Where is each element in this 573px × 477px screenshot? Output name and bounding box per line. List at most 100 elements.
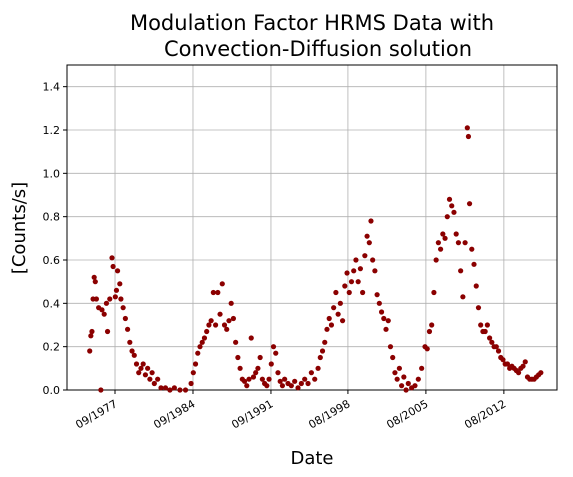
point [374, 292, 380, 298]
point [419, 365, 425, 371]
point [458, 268, 464, 274]
point [298, 380, 304, 387]
point [210, 289, 216, 296]
point [131, 352, 137, 358]
point [275, 370, 281, 376]
point [259, 376, 265, 382]
point [412, 383, 418, 389]
point [182, 387, 189, 393]
point [431, 289, 437, 296]
point [253, 370, 259, 376]
point [387, 344, 394, 350]
point [390, 354, 396, 361]
point [257, 354, 263, 361]
point [357, 266, 363, 272]
point [266, 376, 272, 382]
point [392, 370, 398, 376]
point [103, 300, 110, 306]
point [401, 374, 407, 380]
y-tick-label: 0.4 [43, 297, 61, 310]
point [462, 240, 468, 246]
point [248, 335, 254, 341]
point [246, 376, 252, 382]
point [331, 305, 337, 311]
point [469, 246, 475, 252]
point [109, 255, 115, 261]
point [366, 240, 372, 246]
point [221, 322, 228, 328]
point [204, 328, 210, 335]
point [465, 133, 472, 140]
x-axis-label: Date [290, 448, 333, 469]
point [405, 380, 411, 387]
point [396, 365, 402, 371]
point [415, 376, 421, 382]
point [151, 380, 157, 387]
point [424, 346, 430, 352]
point [455, 240, 462, 246]
point [192, 361, 199, 367]
point [104, 328, 111, 335]
y-tick-label: 1.0 [43, 167, 61, 180]
point [346, 289, 352, 296]
point [385, 318, 391, 324]
point [147, 376, 153, 382]
point [435, 240, 441, 246]
point [381, 315, 387, 322]
point [228, 300, 234, 306]
point [487, 335, 493, 341]
point [460, 294, 466, 300]
point [403, 387, 409, 393]
point [292, 378, 298, 384]
point [118, 296, 124, 302]
y-tick-label: 1.4 [43, 81, 61, 94]
point [110, 263, 116, 270]
point [482, 328, 488, 335]
point [364, 233, 370, 239]
point [302, 376, 308, 382]
point [215, 289, 221, 296]
point [98, 387, 104, 393]
point [167, 387, 173, 393]
point [201, 335, 208, 341]
point [484, 322, 490, 328]
point [453, 231, 459, 237]
point [449, 203, 455, 209]
point [91, 274, 97, 280]
y-tick-label: 0.2 [43, 341, 61, 354]
point [155, 376, 161, 382]
point [504, 361, 511, 367]
point [399, 383, 405, 389]
point [264, 383, 270, 389]
point [473, 283, 479, 289]
point [158, 385, 164, 391]
point [277, 378, 283, 384]
point [355, 279, 361, 285]
point [466, 201, 473, 207]
point [93, 296, 100, 302]
point [383, 326, 389, 332]
point [129, 348, 135, 354]
point [394, 376, 400, 382]
point [270, 344, 277, 350]
point [333, 289, 339, 296]
point [444, 214, 450, 220]
point [145, 365, 151, 371]
point [88, 333, 94, 339]
point [451, 209, 457, 215]
point [376, 300, 382, 306]
point [117, 281, 123, 287]
x-tick-label: 08/2012 [462, 397, 508, 431]
chart-title: Modulation Factor HRMS Data with [130, 11, 494, 35]
point [426, 328, 433, 335]
point [437, 246, 444, 252]
chart-title: Convection-Diffusion solution [164, 37, 472, 61]
point [489, 339, 495, 345]
point [348, 279, 355, 285]
point [368, 218, 374, 224]
point [206, 322, 212, 328]
point [429, 322, 435, 328]
point [188, 380, 194, 387]
point [114, 268, 121, 274]
point [122, 315, 128, 322]
